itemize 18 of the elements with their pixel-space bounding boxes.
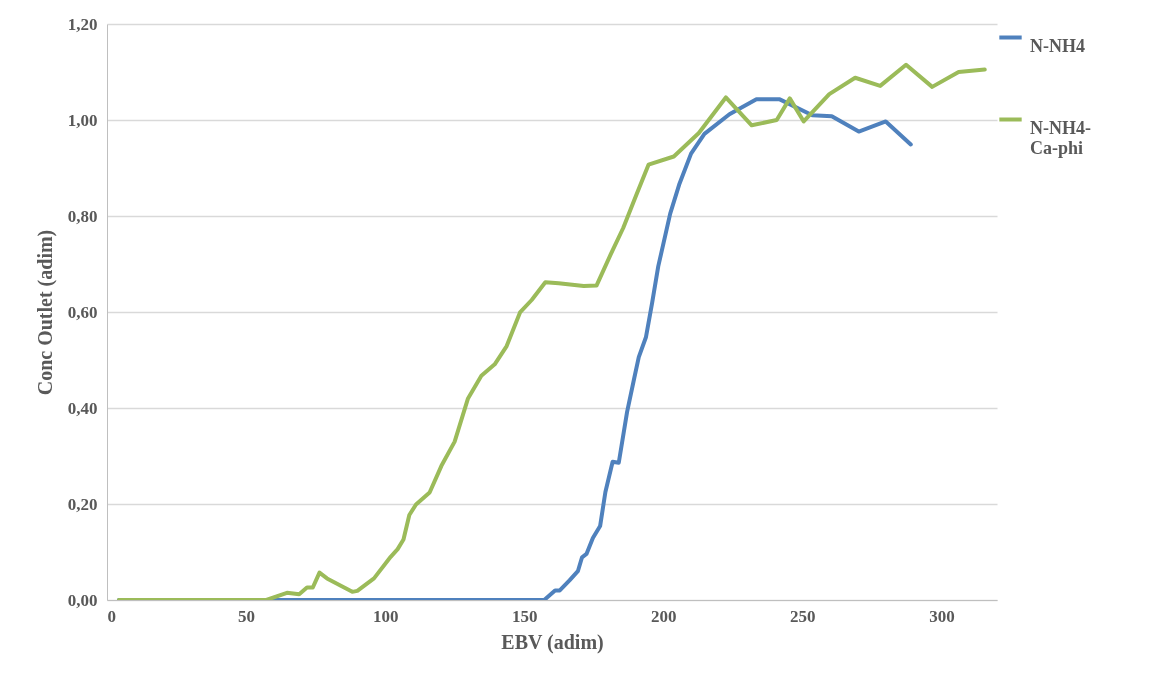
x-tick-label: 100 (372, 606, 399, 626)
y-tick-label: 0,80 (67, 206, 98, 226)
x-tick-label: 50 (238, 606, 256, 626)
x-tick-label: 0 (107, 606, 116, 626)
legend-label: N-NH4-Ca-phi (1030, 117, 1091, 158)
x-tick-label: 250 (790, 606, 816, 626)
y-tick-label: 0,20 (67, 494, 98, 514)
y-tick-label: 0,00 (67, 590, 98, 610)
y-tick-label: 0,60 (67, 302, 98, 322)
y-tick-label: 1,00 (67, 110, 98, 130)
x-axis-title: EBV (adim) (501, 630, 604, 654)
x-tick-label: 150 (511, 606, 538, 626)
y-tick-label: 1,20 (67, 14, 98, 34)
x-tick-label: 200 (651, 606, 677, 626)
y-axis-title: Conc Outlet (adim) (33, 229, 57, 396)
legend-label: N-NH4 (1030, 35, 1085, 56)
x-tick-label: 300 (929, 606, 955, 626)
y-tick-label: 0,40 (67, 398, 98, 418)
